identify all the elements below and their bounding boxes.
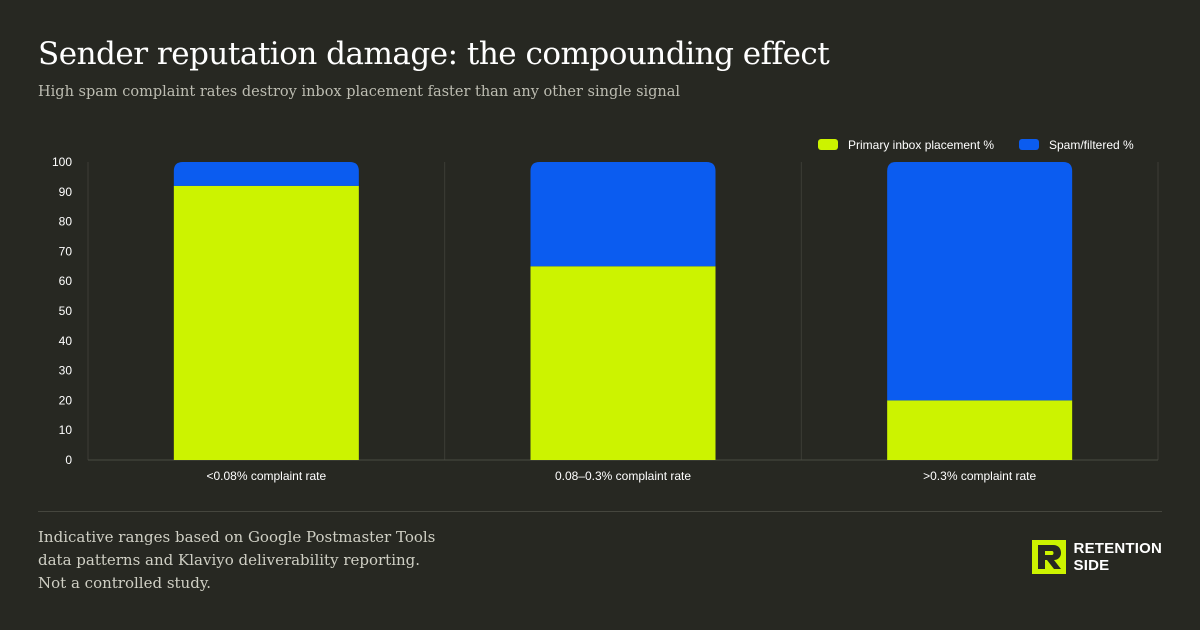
bar-spam-2: [887, 162, 1073, 401]
footer-divider: [38, 511, 1162, 512]
y-tick-label: 30: [59, 364, 73, 378]
retention-side-logo-icon: [1031, 540, 1066, 574]
bar-inbox-1: [530, 266, 716, 460]
footnote-line: Not a controlled study.: [38, 574, 212, 592]
stacked-bar-chart: Primary inbox placement % Spam/filtered %…: [52, 138, 1159, 483]
bar-inbox-0: [173, 185, 359, 460]
chart-legend: Primary inbox placement % Spam/filtered %: [818, 138, 1134, 152]
brand-name-line2: SIDE: [1073, 557, 1110, 574]
footnote-line: Indicative ranges based on Google Postma…: [38, 528, 436, 546]
y-tick-label: 90: [59, 185, 73, 199]
legend-swatch: [1019, 139, 1039, 150]
y-tick-label: 100: [52, 155, 72, 169]
x-tick-label: >0.3% complaint rate: [923, 469, 1036, 483]
y-tick-label: 0: [65, 453, 72, 467]
chart-title: Sender reputation damage: the compoundin…: [38, 36, 830, 72]
source-footnote: Indicative ranges based on Google Postma…: [38, 526, 508, 595]
legend-label: Primary inbox placement %: [848, 138, 994, 152]
x-axis: <0.08% complaint rate 0.08–0.3% complaint…: [206, 469, 1036, 483]
bar-inbox-2: [887, 400, 1073, 460]
y-tick-label: 50: [59, 304, 73, 318]
x-tick-label: 0.08–0.3% complaint rate: [555, 469, 691, 483]
footnote-line: data patterns and Klaviyo deliverability…: [38, 551, 421, 569]
y-tick-label: 10: [59, 423, 73, 437]
y-axis: 0 10 20 30 40 50 60 70 80 90 100: [52, 155, 72, 467]
brand-logo: RETENTION SIDE: [1031, 540, 1162, 574]
y-tick-label: 60: [59, 274, 73, 288]
bar-group: [173, 162, 1073, 460]
y-tick-label: 70: [59, 244, 73, 258]
brand-name-line1: RETENTION: [1073, 540, 1162, 557]
bar-spam-0: [173, 162, 359, 186]
legend-swatch: [818, 139, 838, 150]
legend-label: Spam/filtered %: [1049, 138, 1134, 152]
bar-spam-1: [530, 162, 716, 267]
x-tick-label: <0.08% complaint rate: [206, 469, 326, 483]
y-tick-label: 80: [59, 215, 73, 229]
chart-subtitle: High spam complaint rates destroy inbox …: [38, 84, 681, 100]
y-tick-label: 20: [59, 393, 73, 407]
y-tick-label: 40: [59, 334, 73, 348]
